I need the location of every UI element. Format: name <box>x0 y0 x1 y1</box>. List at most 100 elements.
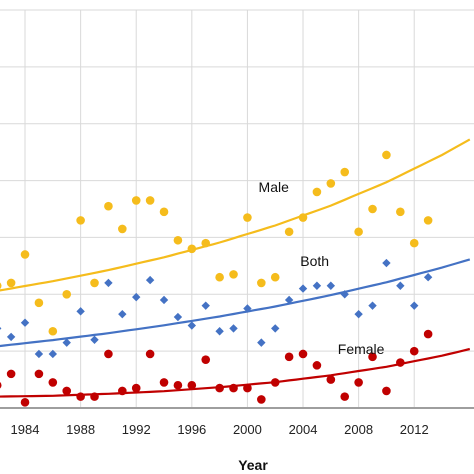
point-male <box>340 167 350 177</box>
point-both <box>382 258 391 268</box>
point-male <box>62 289 72 299</box>
point-male <box>229 270 238 279</box>
point-female <box>6 369 16 379</box>
point-female <box>229 383 238 393</box>
point-male <box>104 201 113 211</box>
trend-line-both <box>0 258 471 348</box>
grid <box>0 9 474 408</box>
point-male <box>368 204 377 214</box>
point-female <box>187 380 197 390</box>
data-markers <box>0 150 433 407</box>
point-male <box>270 272 280 282</box>
point-female <box>201 355 211 364</box>
point-female <box>409 346 419 356</box>
point-female <box>20 398 30 407</box>
point-female <box>423 329 433 339</box>
point-both <box>368 301 377 310</box>
point-male <box>90 278 99 288</box>
point-female <box>354 378 363 387</box>
x-tick-label: 1992 <box>122 422 151 437</box>
point-both <box>201 301 210 310</box>
x-tick-label: 1988 <box>66 422 95 437</box>
point-both <box>423 273 433 282</box>
x-tick-label: 1984 <box>11 422 40 437</box>
point-male <box>6 278 16 288</box>
point-both <box>271 324 280 333</box>
point-both <box>326 281 336 290</box>
point-female <box>284 352 294 362</box>
point-male <box>145 196 155 205</box>
point-female <box>382 386 391 396</box>
point-female <box>0 381 2 389</box>
point-female <box>159 378 169 387</box>
series-label-both: Both <box>300 253 329 269</box>
x-tick-label: 2008 <box>344 422 373 437</box>
x-tick-label: 2000 <box>233 422 262 437</box>
point-female <box>243 383 252 393</box>
point-both <box>284 295 294 305</box>
point-both <box>354 309 363 319</box>
point-female <box>396 358 405 367</box>
point-both <box>410 301 419 310</box>
point-female <box>326 375 336 384</box>
point-female <box>145 349 155 359</box>
point-both <box>243 304 252 313</box>
point-male <box>76 216 85 225</box>
point-male <box>354 227 363 237</box>
point-male <box>118 224 127 234</box>
point-both <box>312 281 322 290</box>
point-male <box>201 238 211 248</box>
point-both <box>215 327 224 336</box>
point-female <box>270 378 280 387</box>
point-male <box>20 250 30 259</box>
point-male <box>187 244 197 254</box>
series-label-male: Male <box>259 179 290 195</box>
point-male <box>131 196 141 205</box>
point-both <box>229 324 238 333</box>
point-male <box>396 207 405 217</box>
point-female <box>34 369 44 379</box>
point-both <box>257 338 266 347</box>
point-both <box>396 281 405 290</box>
point-both <box>48 349 58 359</box>
point-both <box>20 318 30 327</box>
x-tick-label: 1996 <box>177 422 206 437</box>
point-male <box>423 216 433 225</box>
series-label-female: Female <box>338 341 385 357</box>
point-female <box>173 380 183 390</box>
point-male <box>284 227 294 237</box>
point-male <box>409 238 419 248</box>
point-male <box>48 326 58 336</box>
point-both <box>76 307 85 316</box>
point-female <box>76 392 85 401</box>
point-male <box>382 150 391 160</box>
point-both <box>62 338 71 347</box>
trend-line-male <box>0 138 471 292</box>
x-axis-title: Year <box>238 457 268 473</box>
point-male <box>0 282 2 290</box>
x-tick-label: 2012 <box>400 422 429 437</box>
point-female <box>118 386 127 396</box>
point-male <box>215 272 224 282</box>
point-both <box>104 278 113 288</box>
point-both <box>132 292 141 302</box>
point-male <box>326 179 336 188</box>
point-female <box>368 352 377 362</box>
point-female <box>104 349 113 359</box>
point-both <box>187 321 197 330</box>
point-male <box>34 298 44 308</box>
point-both <box>145 275 155 285</box>
point-female <box>131 383 141 393</box>
point-female <box>257 395 266 404</box>
point-both <box>6 332 16 342</box>
point-male <box>173 235 183 245</box>
point-both <box>159 295 169 305</box>
point-female <box>298 349 308 359</box>
point-female <box>90 392 99 401</box>
point-male <box>257 278 266 288</box>
point-male <box>159 207 169 217</box>
point-male <box>298 213 308 222</box>
point-both <box>90 335 99 344</box>
series-labels: Male Both Female <box>259 179 385 357</box>
point-female <box>312 361 322 370</box>
